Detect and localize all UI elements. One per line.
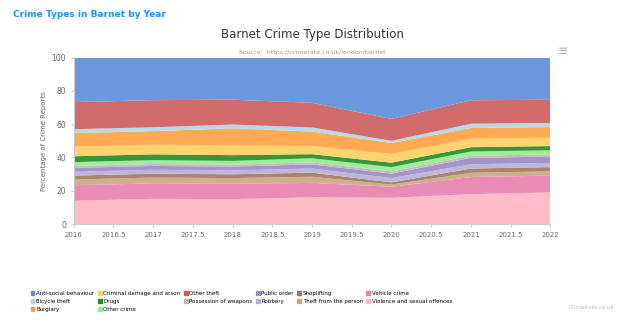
Text: Crime Types in Barnet by Year: Crime Types in Barnet by Year — [13, 10, 166, 19]
Text: Source:  https://crimerate.co.uk/london/barnet: Source: https://crimerate.co.uk/london/b… — [239, 50, 385, 55]
Text: CrimeRate.co.uk: CrimeRate.co.uk — [569, 305, 614, 310]
Legend: Anti-social behaviour, Bicycle theft, Burglary, Criminal damage and arson, Drugs: Anti-social behaviour, Bicycle theft, Bu… — [28, 289, 454, 314]
Title: Barnet Crime Type Distribution: Barnet Crime Type Distribution — [221, 28, 403, 41]
Text: ≡: ≡ — [558, 45, 568, 59]
Y-axis label: Percentage of Crime Reports: Percentage of Crime Reports — [42, 91, 47, 191]
